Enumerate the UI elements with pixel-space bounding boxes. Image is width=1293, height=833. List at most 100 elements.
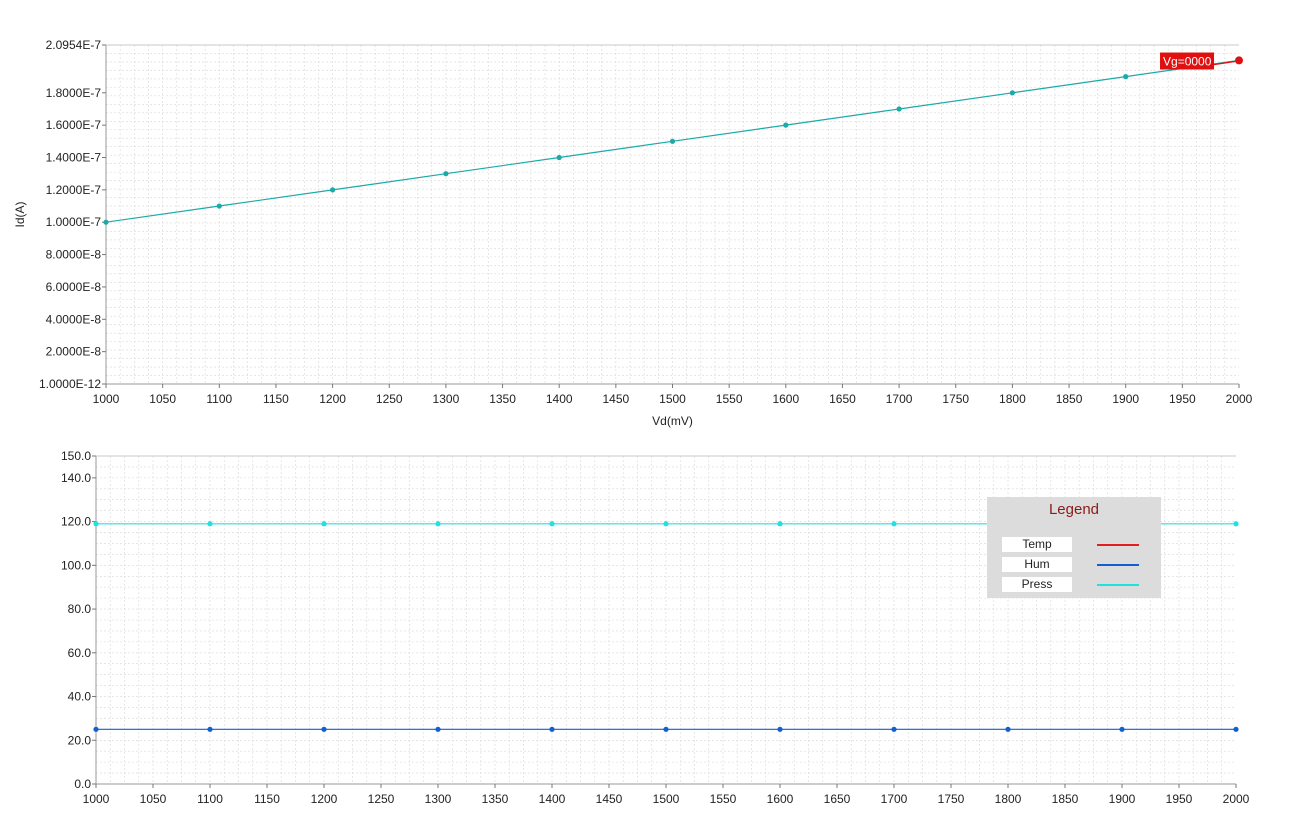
data-point [1119, 726, 1125, 732]
y-tick-label: 1.2000E-7 [46, 183, 102, 197]
x-tick-label: 1050 [140, 792, 167, 806]
legend-label: Press [1002, 577, 1072, 592]
legend-item-temp: Temp [1002, 537, 1152, 553]
data-point [1233, 726, 1239, 732]
y-tick-label: 1.0000E-7 [46, 215, 102, 229]
x-tick-label: 1100 [206, 392, 232, 406]
x-tick-label: 1200 [311, 792, 338, 806]
x-tick-label: 2000 [1226, 392, 1253, 406]
data-point [1009, 90, 1016, 96]
x-tick-label: 1500 [653, 792, 680, 806]
data-point [777, 521, 783, 527]
annotation-box [1160, 52, 1215, 70]
y-tick-label: 80.0 [68, 602, 92, 616]
data-point [783, 122, 789, 128]
data-point [321, 521, 327, 527]
data-point [669, 138, 676, 144]
data-point [896, 106, 902, 112]
x-tick-label: 1550 [716, 392, 743, 406]
x-tick-label: 1750 [942, 392, 969, 406]
annotation-marker [1235, 56, 1243, 65]
x-tick-label: 1650 [829, 392, 856, 406]
x-tick-label: 1200 [319, 392, 346, 406]
x-tick-label: 1800 [999, 392, 1026, 406]
legend-swatch [1097, 584, 1139, 586]
data-point [435, 726, 441, 732]
y-tick-label: 8.0000E-8 [46, 248, 102, 262]
y-tick-label: 1.6000E-7 [46, 118, 102, 132]
x-tick-label: 1250 [376, 392, 403, 406]
data-point [777, 726, 783, 732]
data-point [663, 726, 669, 732]
x-tick-label: 1650 [824, 792, 851, 806]
x-tick-label: 1300 [433, 392, 460, 406]
x-tick-label: 1850 [1056, 392, 1083, 406]
y-tick-label: 1.4000E-7 [46, 151, 102, 165]
data-point [330, 187, 336, 193]
data-point [1233, 521, 1239, 527]
x-tick-label: 2000 [1223, 792, 1250, 806]
data-point [207, 521, 213, 527]
x-tick-label: 1900 [1112, 392, 1139, 406]
y-tick-label: 1.0000E-12 [39, 377, 101, 391]
data-point [103, 219, 109, 225]
x-axis-label: Vd(mV) [652, 414, 693, 428]
y-tick-label: 20.0 [68, 733, 92, 747]
legend-panel: Legend Temp Hum Press [987, 497, 1161, 598]
annotation-label: Vg=0000 [1163, 55, 1212, 69]
y-tick-label: 2.0000E-8 [46, 345, 102, 359]
data-point [891, 521, 897, 527]
x-tick-label: 1050 [149, 392, 176, 406]
data-point [321, 726, 327, 732]
x-tick-label: 1750 [938, 792, 965, 806]
y-tick-label: 140.0 [61, 471, 91, 485]
x-tick-label: 1100 [197, 792, 223, 806]
x-tick-label: 1850 [1052, 792, 1079, 806]
legend-swatch [1097, 544, 1139, 546]
x-tick-label: 1350 [489, 392, 516, 406]
legend-item-press: Press [1002, 577, 1152, 593]
y-tick-label: 0.0 [74, 777, 91, 791]
x-tick-label: 1600 [767, 792, 794, 806]
x-tick-label: 1600 [772, 392, 799, 406]
x-tick-label: 1450 [602, 392, 629, 406]
y-tick-label: 120.0 [61, 515, 91, 529]
y-tick-label: 4.0000E-8 [46, 312, 102, 326]
x-tick-label: 1500 [659, 392, 686, 406]
x-tick-label: 1350 [482, 792, 509, 806]
y-tick-label: 2.0954E-7 [46, 38, 102, 52]
y-tick-label: 60.0 [68, 646, 92, 660]
data-point [1123, 74, 1129, 80]
y-tick-label: 100.0 [61, 558, 91, 572]
data-point [443, 171, 449, 177]
x-tick-label: 1700 [886, 392, 913, 406]
data-point [435, 521, 441, 527]
x-tick-label: 1450 [596, 792, 623, 806]
x-tick-label: 1950 [1169, 392, 1196, 406]
legend-title: Legend [1048, 501, 1100, 518]
x-tick-label: 1400 [546, 392, 573, 406]
data-point [556, 154, 562, 161]
x-tick-label: 1150 [263, 392, 289, 406]
data-point [216, 203, 222, 209]
data-point [207, 726, 213, 732]
x-tick-label: 1150 [254, 792, 280, 806]
data-point [93, 521, 99, 527]
data-point [891, 726, 897, 732]
data-point [1005, 726, 1011, 732]
x-tick-label: 1300 [425, 792, 452, 806]
legend-label: Hum [1002, 557, 1072, 572]
data-point [93, 726, 99, 732]
x-tick-label: 1800 [995, 792, 1022, 806]
data-point [549, 726, 555, 732]
x-tick-label: 1250 [368, 792, 395, 806]
legend-item-hum: Hum [1002, 557, 1152, 573]
x-tick-label: 1700 [881, 792, 908, 806]
x-tick-label: 1400 [539, 792, 566, 806]
y-tick-label: 6.0000E-8 [46, 280, 102, 294]
x-tick-label: 1000 [83, 792, 110, 806]
x-tick-label: 1000 [93, 392, 120, 406]
x-tick-label: 1900 [1109, 792, 1136, 806]
legend-label: Temp [1002, 537, 1072, 552]
